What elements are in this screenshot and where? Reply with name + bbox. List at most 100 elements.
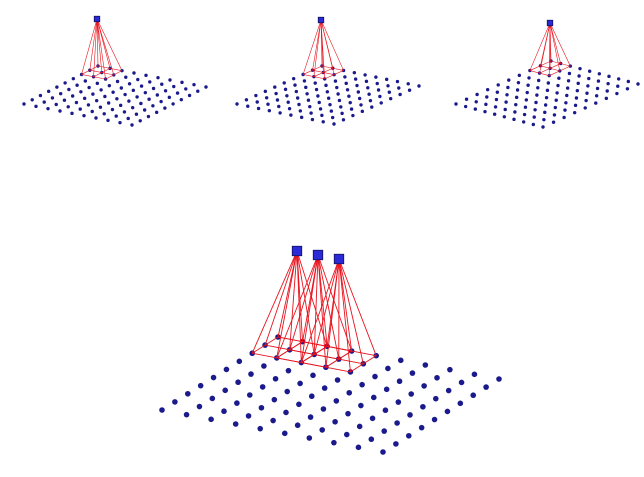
grid-node <box>368 98 373 103</box>
grid-node <box>380 449 386 455</box>
grid-node <box>378 94 382 99</box>
grid-node <box>597 72 602 76</box>
grid-node <box>197 382 204 389</box>
grid-node <box>348 100 352 105</box>
grid-node <box>83 79 88 83</box>
grid-node <box>514 102 518 107</box>
kernel-connection-line <box>251 250 298 354</box>
grid-node <box>333 79 338 83</box>
kernel-connection-line <box>289 254 319 350</box>
kernel-connection-line <box>317 254 327 368</box>
grid-node <box>54 102 58 107</box>
grid-node <box>78 107 82 111</box>
grid-node <box>210 374 217 381</box>
grid-node <box>347 94 351 98</box>
grid-node <box>192 82 196 87</box>
grid-node <box>131 88 136 93</box>
grid-node <box>95 81 100 86</box>
grid-node <box>397 86 401 90</box>
kernel-connection-line <box>313 19 322 77</box>
grid-node <box>577 74 581 78</box>
grid-nodes <box>454 59 640 129</box>
grid-node <box>330 115 335 120</box>
grid-node <box>118 103 123 108</box>
grid-node <box>313 81 317 85</box>
large-strided-panel <box>159 245 502 455</box>
grid-node <box>132 71 136 75</box>
grid-node <box>358 402 364 409</box>
grid-node <box>334 377 341 383</box>
grid-node <box>306 435 313 441</box>
grid-node <box>196 403 203 410</box>
grid-node <box>156 75 160 80</box>
grid-node <box>533 108 537 112</box>
grid-node <box>587 76 591 81</box>
grid-node <box>596 79 601 83</box>
kernel-connection-line <box>317 254 340 360</box>
grid-node <box>485 95 489 99</box>
grid-node <box>585 91 589 95</box>
grid-node <box>175 91 180 95</box>
grid-node <box>536 78 541 83</box>
grid-node <box>94 98 99 103</box>
grid-node <box>483 109 487 114</box>
grid-node <box>363 73 367 77</box>
grid-node <box>294 89 299 94</box>
grid-node <box>171 102 175 106</box>
grid-node <box>370 394 377 401</box>
output-units <box>546 19 554 27</box>
grid-node <box>409 370 416 376</box>
grid-node <box>434 374 440 381</box>
grid-node <box>71 76 76 81</box>
grid-node <box>147 97 151 101</box>
kernel-patch-edge <box>93 68 111 78</box>
grid-node <box>470 392 477 399</box>
grid-node <box>369 415 376 422</box>
grid-node <box>504 100 508 104</box>
grid-node <box>22 102 26 106</box>
grid-node <box>143 90 148 95</box>
grid-node <box>366 86 370 90</box>
grid-node <box>148 80 152 84</box>
grid-node <box>517 73 522 78</box>
kernel-patch-edge <box>529 70 550 76</box>
grid-node <box>505 93 509 97</box>
grid-node <box>343 431 350 438</box>
grid-node <box>130 123 134 127</box>
grid-node <box>187 93 192 98</box>
kernel-connection-line <box>313 254 319 355</box>
grid-node <box>554 98 558 102</box>
grid-node <box>370 105 374 109</box>
grid-node <box>329 109 334 113</box>
grid-node <box>544 95 549 100</box>
grid-node <box>567 71 572 76</box>
grid-node <box>374 75 378 79</box>
grid-node <box>98 105 103 109</box>
grid-node <box>136 77 140 82</box>
grid-node <box>543 103 548 107</box>
grid-node <box>407 412 413 418</box>
grid-node <box>636 82 640 86</box>
grid-node <box>595 86 600 91</box>
kernel-patch-edge <box>327 345 377 357</box>
grid-node <box>341 118 346 122</box>
grid-node <box>283 409 289 416</box>
grid-node <box>115 79 120 84</box>
grid-node <box>144 73 148 78</box>
grid-node <box>349 107 354 111</box>
grid-node <box>343 75 347 79</box>
grid-node <box>314 87 319 92</box>
grid-node <box>563 108 567 112</box>
grid-node <box>299 115 304 120</box>
kernel-connection-line <box>289 250 298 350</box>
grid-node <box>379 101 383 105</box>
grid-node <box>297 102 301 107</box>
grid-node <box>179 97 184 102</box>
grid-node <box>274 91 278 96</box>
grid-node <box>139 84 144 88</box>
kernel-connection-line <box>320 19 335 75</box>
grid-node <box>307 414 314 420</box>
kernel-patch-edge <box>325 350 352 368</box>
grid-node <box>607 74 611 79</box>
grid-node <box>278 111 282 115</box>
